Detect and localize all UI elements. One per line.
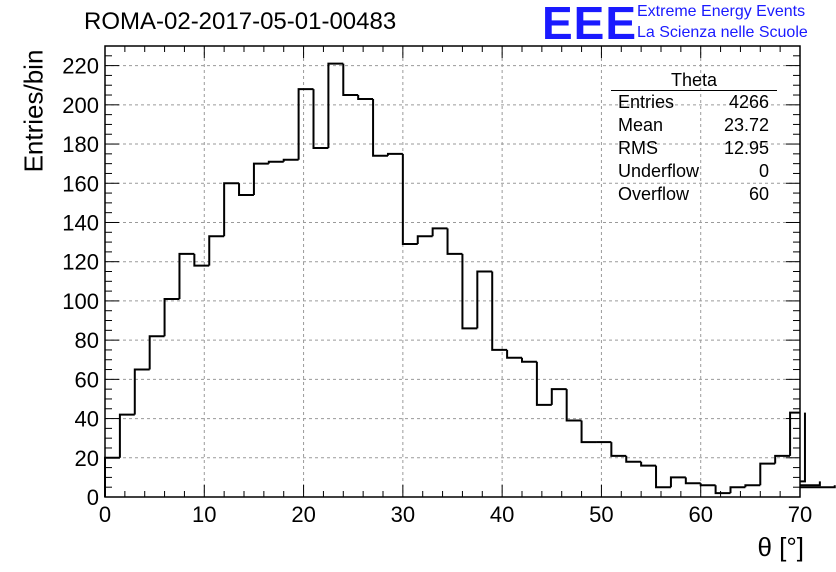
x-axis-label: θ [°] xyxy=(757,532,804,562)
stats-row-underflow: Underflow 0 xyxy=(611,160,777,183)
histogram-bin xyxy=(178,252,195,299)
stats-row-mean: Mean 23.72 xyxy=(611,114,777,137)
x-tick-label: 70 xyxy=(788,502,812,527)
histogram-bin xyxy=(446,228,463,255)
stats-value: 23.72 xyxy=(723,115,769,135)
histogram-bin xyxy=(252,162,269,196)
histogram-bin xyxy=(535,361,552,406)
stats-value: 12.95 xyxy=(723,138,769,158)
stats-label: RMS xyxy=(618,138,658,158)
histogram-bin xyxy=(342,63,359,97)
axis-ticks xyxy=(104,45,801,498)
stats-row-rms: RMS 12.95 xyxy=(611,137,777,160)
histogram-bin xyxy=(372,98,388,157)
stats-label: Entries xyxy=(618,92,675,112)
stats-label: Mean xyxy=(618,115,664,135)
y-tick-label: 40 xyxy=(75,407,99,432)
stats-title: Theta xyxy=(611,70,777,91)
histogram-bin xyxy=(625,455,642,463)
histogram-bin xyxy=(565,389,582,422)
y-tick-label: 180 xyxy=(62,132,99,157)
stats-row-entries: Entries 4266 xyxy=(611,91,777,114)
y-tick-label: 160 xyxy=(62,171,99,196)
y-tick-label: 80 xyxy=(75,328,99,353)
stats-value: 4266 xyxy=(728,92,769,112)
brand-line-1: Extreme Energy Events xyxy=(637,3,806,20)
histogram-bin xyxy=(357,95,374,100)
histogram-bin xyxy=(476,270,493,329)
histogram-bin xyxy=(800,485,836,489)
stats-label: Underflow xyxy=(618,161,700,181)
histogram-bin xyxy=(282,158,299,162)
histogram-bin xyxy=(163,297,180,337)
histogram-bin xyxy=(312,89,329,149)
tick-labels: 0 10 20 30 40 50 60 70 0 20 40 60 80 100 120 140 160 180 2… xyxy=(62,54,812,527)
y-axis-label: Entries/bin xyxy=(18,49,49,173)
histogram-bin xyxy=(386,152,403,156)
y-tick-label: 220 xyxy=(62,54,99,79)
y-tick-label: 200 xyxy=(62,93,99,118)
x-tick-label: 40 xyxy=(490,502,514,527)
x-tick-label: 60 xyxy=(688,502,712,527)
stats-label: Overflow xyxy=(618,184,690,204)
histogram-bin xyxy=(506,349,522,359)
histogram-bin xyxy=(729,486,746,494)
y-tick-label: 100 xyxy=(62,289,99,314)
histogram-bin xyxy=(238,183,254,197)
y-tick-label: 60 xyxy=(75,367,99,392)
chart-title: ROMA-02-2017-05-01-00483 xyxy=(84,8,397,35)
histogram-bin xyxy=(759,462,776,486)
histogram-bin xyxy=(550,388,567,405)
x-tick-label: 0 xyxy=(99,502,111,527)
x-tick-label: 10 xyxy=(192,502,216,527)
histogram-bin xyxy=(684,477,701,485)
histogram-bin xyxy=(655,465,671,489)
brand-line-2: La Scienza nelle Scuole xyxy=(637,24,808,41)
grid-lines xyxy=(105,46,800,497)
x-tick-label: 20 xyxy=(291,502,315,527)
histogram-bin xyxy=(669,476,686,488)
y-tick-label: 20 xyxy=(75,446,99,471)
histogram-bin xyxy=(461,253,478,330)
histogram-bin xyxy=(699,483,716,487)
histogram-bin xyxy=(640,461,657,467)
histogram-bin xyxy=(431,227,448,237)
histogram-bin xyxy=(416,235,433,245)
histogram-bin xyxy=(789,411,800,456)
histogram-bin xyxy=(714,485,731,495)
histogram-bin xyxy=(133,368,150,415)
stats-value: 0 xyxy=(758,161,769,181)
histogram-bin xyxy=(223,182,240,237)
histogram-bin xyxy=(297,88,314,160)
histogram-bin xyxy=(401,153,418,246)
stats-value: 60 xyxy=(748,184,769,204)
histogram-bin xyxy=(208,235,225,266)
histogram-bin xyxy=(148,335,165,370)
histogram-bars xyxy=(104,62,836,497)
histogram-bin xyxy=(580,420,597,444)
stats-box: Theta Entries 4266 Mean 23.72 RMS 12.95 … xyxy=(611,70,777,206)
y-tick-label: 0 xyxy=(87,485,99,510)
histogram-bin xyxy=(521,357,537,363)
histogram-bin xyxy=(193,253,210,267)
histogram-bin xyxy=(800,481,821,487)
histogram-bin xyxy=(327,62,344,148)
x-tick-label: 30 xyxy=(391,502,415,527)
eee-logo: EEE xyxy=(542,0,638,49)
histogram-bin xyxy=(800,412,806,483)
histogram-bin xyxy=(610,442,627,457)
y-tick-label: 140 xyxy=(62,210,99,235)
x-tick-label: 50 xyxy=(589,502,613,527)
histogram-bin xyxy=(774,454,791,464)
histogram-bin xyxy=(491,271,508,351)
stats-row-overflow: Overflow 60 xyxy=(611,183,777,206)
histogram-bin xyxy=(118,413,135,458)
y-tick-label: 120 xyxy=(62,250,99,275)
histogram-bin xyxy=(744,484,761,488)
histogram-bin xyxy=(267,160,284,164)
